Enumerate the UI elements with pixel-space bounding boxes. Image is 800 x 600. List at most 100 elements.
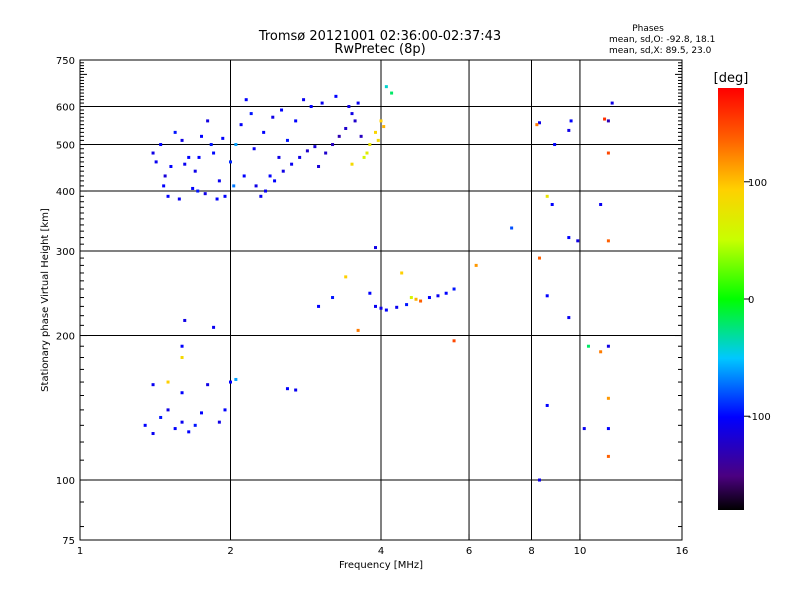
data-point	[382, 125, 386, 129]
data-point	[347, 105, 351, 109]
y-tick-label: 400	[56, 187, 75, 198]
data-point	[268, 174, 272, 178]
x-tick-label: 16	[676, 546, 689, 557]
colorbar-label: [deg]	[714, 71, 749, 86]
data-points	[143, 85, 614, 482]
data-point	[545, 403, 549, 407]
data-point	[173, 427, 177, 431]
data-point	[200, 411, 204, 415]
data-point	[324, 151, 328, 155]
data-point	[582, 427, 586, 431]
data-point	[395, 305, 399, 309]
y-tick-label: 100	[56, 476, 75, 487]
data-point	[277, 155, 281, 159]
stats-heading: Phases	[632, 24, 664, 34]
data-point	[252, 147, 256, 151]
data-point	[229, 380, 232, 384]
data-point	[576, 239, 580, 243]
data-point	[331, 296, 335, 300]
data-point	[452, 339, 456, 343]
data-point	[166, 380, 170, 384]
data-point	[368, 143, 372, 147]
y-tick-label: 200	[56, 332, 75, 343]
data-point	[390, 91, 394, 95]
data-point	[209, 143, 213, 147]
data-point	[537, 256, 541, 260]
data-point	[610, 101, 614, 105]
data-point	[232, 184, 236, 188]
data-point	[262, 130, 266, 134]
data-point	[271, 115, 275, 119]
data-point	[374, 130, 378, 134]
data-point	[151, 151, 155, 155]
y-tick-label: 500	[56, 141, 75, 152]
chart-title: Tromsø 20121001 02:36:00-02:37:43	[258, 29, 501, 44]
data-point	[191, 186, 195, 190]
data-point	[567, 236, 571, 240]
data-point	[379, 119, 383, 123]
data-point	[302, 98, 306, 102]
x-tick-label: 10	[574, 546, 587, 557]
data-point	[285, 138, 289, 142]
data-point	[180, 420, 184, 424]
data-point	[187, 155, 191, 159]
data-point	[379, 306, 383, 310]
data-point	[603, 117, 607, 121]
x-tick-label: 2	[227, 546, 233, 557]
data-point	[409, 296, 413, 300]
data-point	[169, 164, 173, 168]
y-axis-label: Stationary phase Virtual Height [km]	[40, 208, 51, 392]
data-point	[217, 420, 221, 424]
data-point	[344, 126, 348, 130]
data-point	[215, 197, 219, 201]
x-tick-label: 6	[466, 546, 472, 557]
data-point	[151, 383, 155, 387]
data-point	[166, 408, 170, 412]
data-point	[510, 226, 514, 230]
data-point	[337, 134, 341, 138]
data-point	[474, 263, 478, 267]
data-point	[606, 151, 610, 155]
colorbar-tick-label: 0	[748, 295, 754, 306]
data-point	[166, 194, 170, 198]
data-point	[331, 143, 335, 147]
data-point	[535, 123, 539, 127]
data-point	[344, 275, 348, 279]
data-point	[217, 179, 221, 183]
data-point	[317, 304, 321, 308]
data-point	[197, 155, 201, 159]
data-point	[374, 304, 378, 308]
data-point	[317, 164, 321, 168]
data-point	[599, 202, 603, 206]
data-point	[569, 119, 573, 123]
data-point	[173, 130, 177, 134]
data-point	[414, 297, 418, 301]
data-point	[537, 478, 541, 482]
data-point	[350, 112, 354, 116]
data-point	[163, 174, 167, 178]
chart-subtitle: RwPretec (8p)	[334, 42, 425, 57]
data-point	[436, 294, 440, 298]
data-point	[193, 423, 197, 427]
data-point	[294, 388, 298, 392]
data-point	[586, 344, 590, 348]
data-point	[550, 202, 554, 206]
data-point	[359, 134, 363, 138]
data-point	[193, 169, 197, 173]
data-point	[545, 194, 549, 198]
data-point	[444, 291, 448, 295]
data-point	[180, 391, 184, 395]
data-point	[606, 396, 610, 400]
data-point	[334, 94, 338, 98]
x-axis-label: Frequency [MHz]	[339, 560, 423, 571]
data-point	[599, 350, 603, 354]
data-point	[143, 423, 147, 427]
data-point	[606, 454, 610, 458]
data-point	[384, 85, 388, 89]
data-point	[280, 108, 284, 112]
colorbar-tick-label: -100	[748, 412, 771, 423]
data-point	[419, 299, 423, 303]
x-tick-label: 1	[77, 546, 83, 557]
data-point	[212, 325, 216, 329]
data-point	[376, 138, 380, 142]
